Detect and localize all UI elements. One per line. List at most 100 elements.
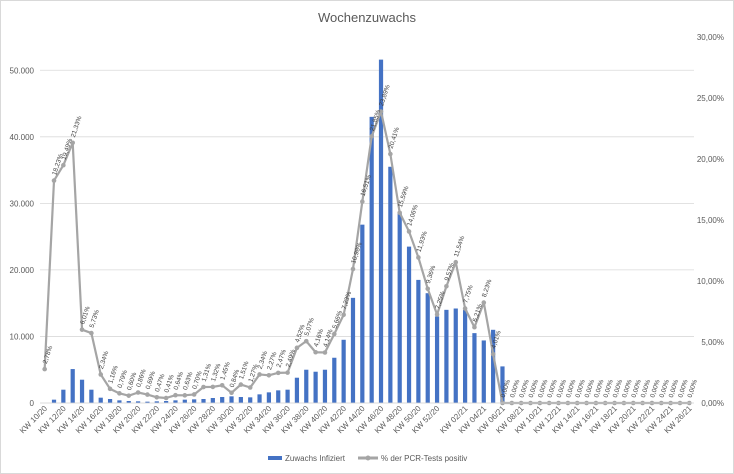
bar	[434, 316, 440, 403]
line-point	[126, 393, 132, 398]
line-point	[247, 385, 253, 390]
bar	[117, 400, 122, 403]
bar	[220, 397, 225, 403]
line-point	[191, 392, 197, 397]
bar	[406, 246, 412, 403]
line-data-label: 5,73%	[89, 309, 101, 329]
bar	[276, 390, 281, 403]
line-point	[350, 266, 356, 272]
bar	[173, 400, 178, 403]
line-data-label: 11,93%	[416, 230, 429, 253]
line-point	[145, 392, 150, 397]
line-point	[360, 199, 365, 204]
line-point	[154, 394, 160, 400]
line-point	[294, 345, 300, 351]
bar-series	[51, 59, 505, 403]
bar	[500, 366, 505, 403]
line-point	[42, 366, 47, 372]
line-point	[369, 134, 374, 139]
line-point	[313, 349, 318, 355]
bar	[341, 339, 346, 403]
bar	[462, 309, 468, 403]
bar	[369, 116, 374, 403]
legend-swatch-bars	[268, 456, 282, 460]
right-tick-label: 20,00%	[697, 155, 724, 164]
left-tick-label: 10.000	[10, 332, 35, 341]
bar	[210, 398, 215, 403]
bar	[257, 394, 262, 403]
line-point	[425, 286, 431, 292]
bar	[70, 369, 75, 403]
line-point	[163, 395, 169, 401]
bar	[453, 308, 458, 403]
bar	[61, 389, 66, 403]
right-tick-label: 25,00%	[697, 94, 724, 103]
bar	[472, 333, 477, 403]
line-point	[229, 390, 234, 396]
line-data-label: 9,36%	[425, 265, 437, 285]
bar	[360, 224, 365, 403]
line-point	[322, 350, 328, 355]
line-point	[98, 372, 104, 377]
line-point	[173, 392, 178, 398]
line-data-label: 2,34%	[98, 350, 110, 370]
bar	[294, 377, 300, 403]
line-point	[444, 283, 449, 289]
bar	[425, 293, 430, 403]
bar	[107, 399, 113, 403]
line-point	[79, 327, 85, 332]
line-data-label: 14,06%	[406, 204, 420, 227]
right-tick-label: 15,00%	[697, 216, 724, 225]
left-axis: 0 10.000 20.000 30.000 40.000 50.000	[10, 66, 35, 408]
line-point	[201, 384, 206, 390]
line-point	[378, 109, 384, 114]
line-data-label: 15,59%	[397, 185, 411, 208]
bar	[350, 297, 356, 403]
bar	[285, 389, 290, 403]
bar	[416, 279, 421, 403]
line-data-label: 11,54%	[453, 235, 466, 258]
bar	[332, 357, 337, 403]
bar	[304, 369, 309, 403]
bar	[229, 396, 234, 403]
line-point	[434, 312, 440, 317]
line-point	[453, 259, 459, 265]
line-point	[275, 370, 281, 376]
bar	[397, 213, 402, 403]
line-point	[107, 386, 113, 392]
line-point	[341, 312, 346, 318]
line-data-label: 8,23%	[481, 278, 493, 298]
line-point	[416, 255, 421, 260]
chart-title: Wochenzuwachs	[318, 10, 417, 25]
legend-label-bars: Zuwachs Infiziert	[285, 454, 346, 463]
left-tick-label: 20.000	[10, 266, 35, 275]
bar	[201, 399, 206, 403]
bar	[164, 401, 169, 403]
bar	[238, 397, 243, 403]
line-point	[472, 324, 477, 330]
bar	[444, 309, 449, 403]
line-point	[285, 370, 290, 375]
line-data-label: 1,45%	[219, 361, 231, 381]
bar	[98, 397, 103, 403]
right-tick-label: 10,00%	[697, 277, 724, 286]
line-point	[388, 151, 393, 157]
right-axis: 0,00% 5,00% 10,00% 15,00% 20,00% 25,00% 30,00%	[697, 33, 724, 408]
bar	[79, 379, 85, 403]
bar	[378, 59, 384, 403]
bar	[388, 166, 393, 403]
line-data-label: 9,57%	[444, 262, 456, 282]
gridlines	[40, 69, 694, 404]
legend: Zuwachs Infiziert % der PCR-Tests positi…	[268, 454, 467, 463]
bar	[481, 340, 486, 403]
line-point	[182, 393, 188, 398]
line-point	[135, 390, 141, 395]
line-point	[51, 178, 57, 183]
line-point	[303, 338, 309, 344]
line-path	[43, 110, 690, 405]
line-point	[89, 330, 94, 336]
right-tick-label: 5,00%	[701, 338, 724, 347]
left-tick-label: 30.000	[10, 199, 35, 208]
